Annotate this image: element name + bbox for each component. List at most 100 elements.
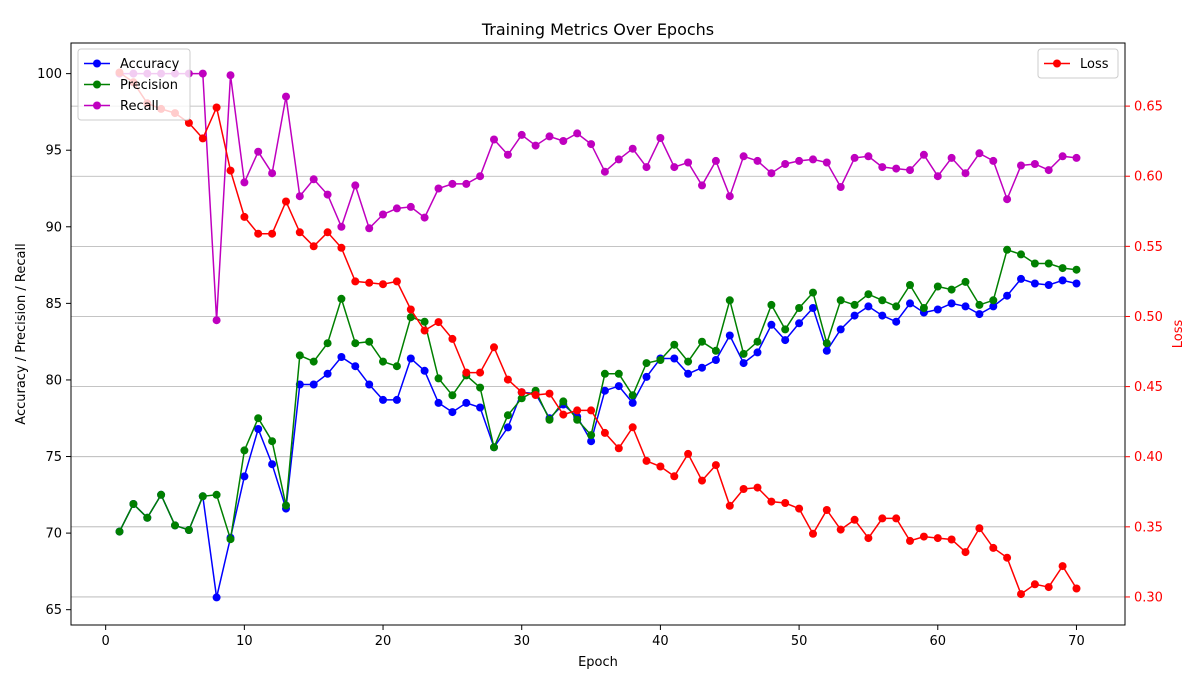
- loss-point: [1003, 553, 1012, 562]
- loss-point: [434, 318, 443, 327]
- recall-point: [587, 140, 596, 149]
- axes-layer: 0 10 20 30 40 50 60 70 65 70 75 80 85 90 95 100 0.30 0.35…: [37, 67, 1163, 649]
- accuracy-point: [892, 317, 901, 326]
- loss-point: [864, 534, 873, 543]
- precision-point: [365, 337, 374, 346]
- accuracy-point: [628, 398, 637, 407]
- accuracy-point: [906, 299, 914, 308]
- loss-point: [725, 501, 734, 510]
- legend-left: Accuracy Precision Recall: [77, 48, 191, 121]
- accuracy-point: [351, 362, 360, 371]
- y-left-tick-label: 95: [45, 144, 62, 159]
- recall-point: [1058, 152, 1067, 161]
- accuracy-point: [1044, 281, 1053, 289]
- recall-point: [573, 129, 582, 138]
- loss-point: [684, 449, 693, 458]
- precision-point: [337, 294, 346, 303]
- precision-point: [406, 313, 415, 322]
- precision-point: [906, 281, 914, 289]
- precision-point: [878, 296, 887, 305]
- loss-point: [587, 406, 596, 415]
- legend-right: Loss: [1037, 48, 1119, 79]
- precision-point: [323, 339, 332, 348]
- accuracy-point: [323, 369, 332, 378]
- legend-recall-swatch-marker: [93, 101, 101, 110]
- x-tick-label: 10: [236, 634, 253, 649]
- accuracy-point: [600, 386, 609, 395]
- precision-point: [670, 340, 679, 349]
- accuracy-point: [254, 425, 263, 433]
- accuracy-point: [850, 311, 859, 320]
- loss-point: [795, 504, 804, 513]
- precision-point: [476, 383, 485, 392]
- legend-precision-label: Precision: [120, 78, 178, 93]
- loss-point: [545, 389, 554, 398]
- precision-point: [517, 394, 526, 403]
- precision-point: [711, 346, 720, 355]
- precision-point: [614, 369, 623, 378]
- accuracy-point: [614, 382, 623, 391]
- y-right-tick-label: 0.35: [1134, 520, 1163, 535]
- accuracy-point: [642, 372, 651, 381]
- precision-point: [739, 349, 748, 358]
- x-tick-label: 20: [375, 634, 392, 649]
- recall-point: [767, 169, 776, 178]
- legend-accuracy-label: Accuracy: [120, 57, 180, 72]
- y-right-tick-label: 0.60: [1134, 170, 1163, 185]
- y-left-tick-label: 80: [45, 373, 62, 388]
- accuracy-point: [864, 302, 873, 311]
- accuracy-point: [379, 395, 387, 404]
- loss-point: [379, 280, 387, 289]
- loss-point: [781, 499, 790, 507]
- precision-point: [198, 492, 207, 501]
- plot-area-frame: [70, 42, 1126, 626]
- recall-point: [725, 192, 734, 201]
- loss-point: [975, 524, 984, 533]
- recall-point: [836, 183, 845, 191]
- accuracy-point: [933, 305, 942, 314]
- recall-point: [517, 130, 526, 139]
- precision-point: [864, 290, 873, 299]
- loss-point: [476, 368, 485, 377]
- loss-point: [240, 212, 249, 221]
- x-tick-label: 60: [930, 634, 947, 649]
- precision-point: [545, 415, 554, 424]
- loss-point: [1030, 580, 1039, 589]
- y-left-tick-label: 75: [45, 450, 62, 465]
- loss-point: [836, 525, 845, 534]
- loss-point: [947, 535, 956, 544]
- loss-point: [600, 428, 609, 437]
- recall-point: [462, 179, 471, 188]
- precision-point: [961, 277, 970, 286]
- recall-point: [392, 204, 401, 213]
- loss-point: [254, 229, 263, 238]
- recall-point: [323, 190, 332, 199]
- precision-point: [684, 357, 693, 366]
- recall-point: [268, 169, 277, 178]
- loss-point: [392, 277, 401, 286]
- accuracy-point: [337, 353, 346, 361]
- recall-point: [684, 158, 693, 167]
- accuracy-point: [795, 319, 804, 328]
- precision-point: [184, 526, 193, 534]
- loss-point: [420, 326, 429, 335]
- accuracy-point: [961, 302, 970, 311]
- precision-point: [212, 490, 221, 499]
- loss-point: [628, 423, 637, 432]
- accuracy-point: [365, 380, 374, 389]
- loss-point: [323, 228, 332, 237]
- precision-point: [309, 357, 318, 366]
- legend-recall-label: Recall: [120, 99, 159, 114]
- precision-point: [628, 391, 637, 400]
- recall-point: [420, 213, 429, 222]
- x-tick-label: 0: [102, 634, 110, 649]
- precision-point: [781, 325, 790, 334]
- recall-point: [406, 202, 415, 211]
- recall-point: [226, 71, 235, 80]
- precision-point: [490, 443, 498, 452]
- loss-point: [933, 534, 942, 543]
- recall-point: [1044, 166, 1053, 175]
- precision-point: [892, 302, 901, 311]
